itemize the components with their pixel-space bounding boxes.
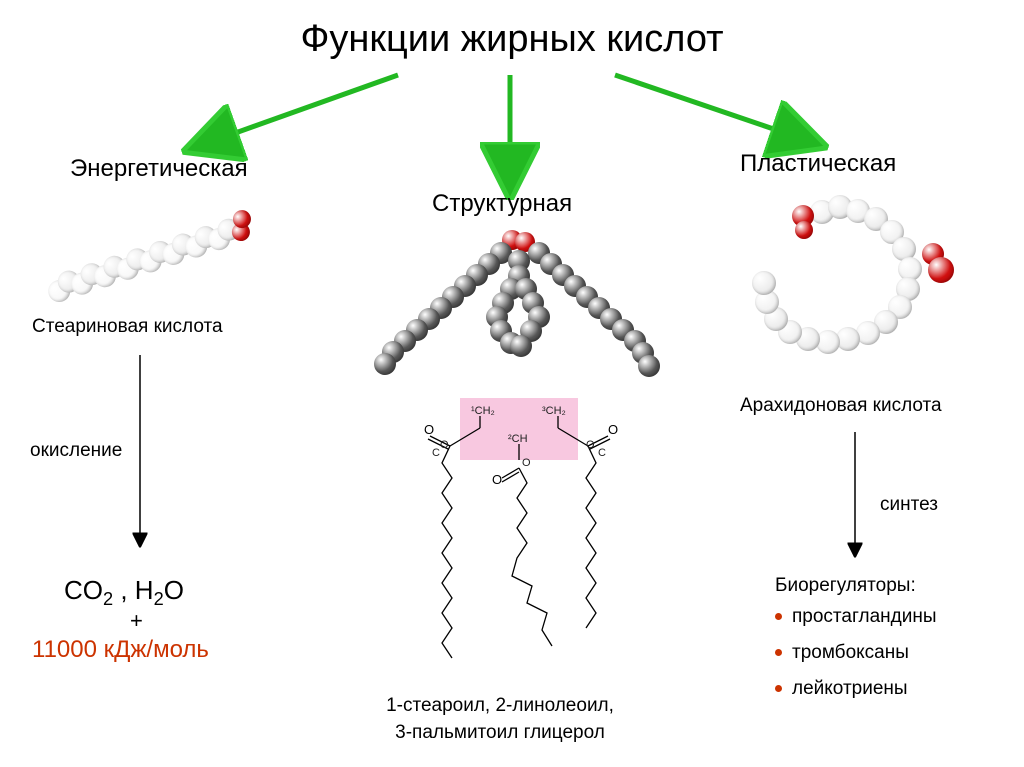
svg-text:³CH₂: ³CH₂ [542, 405, 566, 417]
energy-value: 11000 кДж/моль [32, 636, 209, 664]
oxidation-label: окисление [30, 440, 122, 462]
triglyceride-caption-2: 3-пальмитоил глицерол [345, 722, 655, 744]
triglyceride-molecule [370, 220, 660, 390]
plus-sign: + [130, 608, 143, 634]
svg-text:¹CH₂: ¹CH₂ [471, 405, 495, 417]
svg-text:C: C [432, 447, 440, 459]
svg-text:O: O [440, 439, 449, 451]
svg-text:O: O [608, 422, 618, 437]
svg-text:O: O [424, 422, 434, 437]
bioregulator-item: простагландины [775, 606, 937, 628]
svg-text:O: O [522, 457, 531, 469]
synthesis-arrow [700, 0, 1000, 600]
svg-text:²CH: ²CH [508, 433, 528, 445]
synthesis-label: синтез [880, 494, 938, 516]
oxidation-arrow [0, 0, 300, 600]
triglyceride-structural-formula: O O O ¹CH₂ ²CH ³CH₂ O O O C C [372, 398, 667, 688]
svg-text:O: O [492, 472, 502, 487]
oxidation-products: CO2 , H2O [64, 575, 184, 610]
col-structural-label: Структурная [432, 190, 572, 218]
bioregulator-item: тромбоксаны [775, 642, 909, 664]
bioregulator-item: лейкотриены [775, 678, 908, 700]
bioregulators-title: Биорегуляторы: [775, 575, 916, 597]
svg-text:O: O [586, 439, 595, 451]
svg-text:C: C [598, 447, 606, 459]
triglyceride-caption-1: 1-стеароил, 2-линолеоил, [345, 695, 655, 717]
